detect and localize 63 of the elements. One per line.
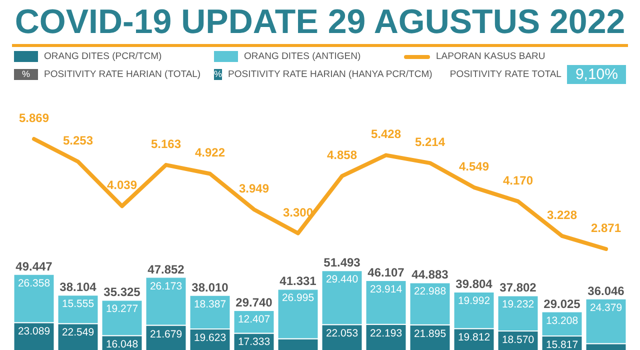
data-label: 23.914: [370, 283, 402, 296]
total-label: 51.493: [324, 256, 361, 270]
chart-title: COVID-19 UPDATE 29 AGUSTUS 2022: [14, 2, 626, 43]
total-label: 29.025: [544, 296, 581, 311]
data-label: 4.858: [326, 148, 358, 162]
data-label: 26.995: [282, 292, 314, 304]
data-label: 26.173: [150, 280, 182, 292]
total-label: 46.107: [368, 265, 405, 280]
data-label: 22.549: [62, 326, 94, 339]
text: POSITIVITY RATE HARIAN (HANYA PCR/TCM): [228, 69, 432, 80]
data-label: 22.053: [326, 328, 358, 340]
data-label: 22.988: [414, 286, 446, 298]
total-label: 29.740: [236, 295, 273, 310]
legend-label: LAPORAN KASUS BARU: [436, 51, 546, 62]
data-label: 4.039: [106, 178, 138, 192]
data-label: 17.333: [238, 336, 270, 348]
data-label: 19.992: [458, 295, 490, 308]
data-label: 21.679: [150, 328, 182, 340]
data-label: 13.208: [546, 314, 578, 327]
total-label: 41.331: [280, 274, 317, 288]
text: %: [214, 69, 222, 80]
data-label: 5.428: [370, 127, 402, 142]
data-label: 29.440: [326, 274, 358, 286]
data-label: 4.922: [194, 146, 226, 160]
data-label: 5.163: [150, 136, 182, 151]
data-label: 5.869: [18, 111, 50, 125]
total-label: 47.852: [148, 262, 185, 276]
data-label: 23.089: [18, 326, 50, 338]
text: %: [14, 69, 38, 80]
data-label: 5.253: [62, 134, 94, 148]
legend-label: ORANG DITES (ANTIGEN): [244, 51, 361, 62]
legend-label: ORANG DITES (PCR/TCM): [44, 51, 162, 62]
data-label: 22.193: [370, 327, 402, 340]
data-label: 2.871: [590, 221, 622, 235]
text: POSITIVITY RATE TOTAL: [450, 69, 562, 80]
text: POSITIVITY RATE HARIAN (TOTAL): [44, 69, 201, 80]
total-label: 44.883: [412, 268, 449, 282]
data-label: 16.048: [106, 338, 138, 350]
total-label: 35.325: [104, 285, 141, 300]
data-label: 19.277: [106, 303, 138, 316]
data-label: 19.623: [194, 332, 226, 344]
data-label: 4.549: [458, 159, 490, 174]
data-label: 19.812: [458, 332, 490, 344]
text: 9,10%: [567, 65, 626, 84]
data-label: 18.387: [194, 298, 226, 310]
data-label: 15.817: [546, 339, 578, 350]
total-label: 39.804: [456, 277, 493, 292]
data-label: 12.407: [238, 313, 270, 326]
data-label: 21.895: [414, 328, 446, 340]
data-label: 18.570: [502, 334, 534, 346]
data-label: 19.232: [502, 298, 534, 311]
data-label: 3.949: [238, 181, 270, 196]
data-label: 26.358: [18, 277, 50, 290]
data-label: 3.228: [546, 208, 578, 222]
data-label: 24.379: [590, 302, 622, 314]
total-label: 38.010: [192, 280, 229, 294]
total-label: 49.447: [16, 259, 53, 274]
data-label: 15.555: [62, 298, 94, 310]
total-label: 36.046: [588, 284, 625, 298]
data-label: 5.214: [414, 135, 446, 150]
total-label: 38.104: [60, 280, 97, 294]
data-label: 4.170: [502, 173, 534, 188]
total-label: 37.802: [500, 280, 537, 295]
